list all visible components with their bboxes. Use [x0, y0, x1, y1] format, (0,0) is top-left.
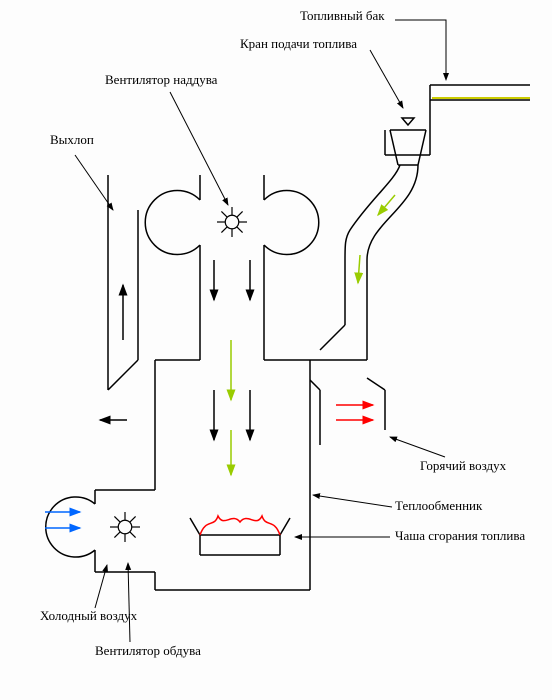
- label-heat_exchanger: Теплообменник: [395, 498, 483, 513]
- pointer-boost_fan: [170, 92, 228, 205]
- outline-path-13: [190, 518, 290, 555]
- flame-icon: [200, 516, 280, 535]
- flow-arrow-8: [378, 195, 395, 215]
- label-boost_fan: Вентилятор наддува: [105, 72, 218, 87]
- label-exhaust: Выхлоп: [50, 132, 94, 147]
- outline-path-12: [320, 325, 345, 350]
- outline-path-3: [345, 260, 367, 360]
- pointer-heat_exchanger: [313, 495, 392, 507]
- outline-path-10: [108, 175, 138, 390]
- outline-path-8: [95, 360, 200, 490]
- outline-path-2: [367, 165, 418, 260]
- label-fuel_tank: Топливный бак: [300, 8, 385, 23]
- label-combustion_bowl: Чаша сгорания топлива: [395, 528, 525, 543]
- outline-path-5: [145, 191, 319, 255]
- outline-path-11: [310, 378, 385, 445]
- outline-path-6: [200, 245, 264, 360]
- boost-fan-icon: [217, 207, 247, 237]
- label-hot_air: Горячий воздух: [420, 458, 507, 473]
- pointer-fuel_valve: [370, 50, 403, 108]
- outline-path-4: [200, 175, 264, 200]
- blower-fan-icon: [110, 512, 140, 542]
- pointer-fuel_tank: [395, 20, 446, 80]
- flow-arrow-9: [358, 255, 360, 283]
- label-blower_fan: Вентилятор обдува: [95, 643, 201, 658]
- pointer-hot_air: [390, 437, 445, 457]
- outline-path-1: [345, 165, 400, 260]
- pointer-blower_fan: [128, 563, 130, 642]
- label-fuel_valve: Кран подачи топлива: [240, 36, 357, 51]
- label-cold_air: Холодный воздух: [40, 608, 138, 623]
